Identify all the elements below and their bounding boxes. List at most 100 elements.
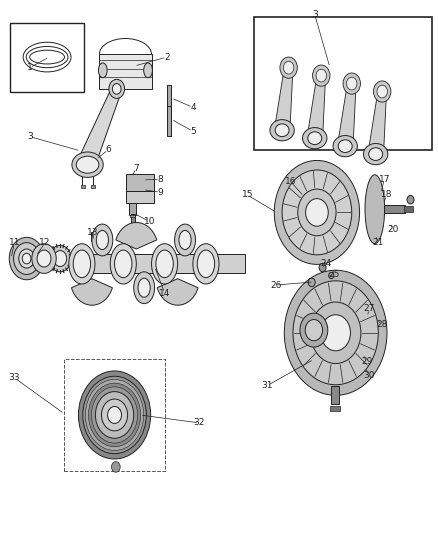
Circle shape	[108, 407, 121, 423]
Circle shape	[49, 245, 71, 272]
Ellipse shape	[99, 63, 107, 78]
Ellipse shape	[369, 148, 383, 160]
Ellipse shape	[365, 175, 385, 244]
Circle shape	[343, 73, 360, 94]
Text: 1: 1	[27, 63, 32, 72]
Circle shape	[283, 61, 294, 74]
Circle shape	[280, 57, 297, 78]
Ellipse shape	[69, 244, 95, 284]
Circle shape	[83, 376, 146, 454]
Wedge shape	[116, 222, 157, 249]
Text: 12: 12	[39, 238, 51, 247]
Text: 3: 3	[312, 10, 318, 19]
Ellipse shape	[270, 119, 294, 141]
Ellipse shape	[92, 224, 113, 256]
Circle shape	[308, 278, 315, 287]
Bar	[81, 185, 85, 188]
Circle shape	[9, 237, 44, 280]
Wedge shape	[71, 279, 113, 305]
Text: 29: 29	[361, 358, 373, 367]
Ellipse shape	[275, 124, 289, 136]
Ellipse shape	[134, 272, 155, 304]
Circle shape	[407, 196, 414, 204]
Circle shape	[300, 313, 328, 347]
Bar	[167, 106, 171, 135]
Bar	[126, 174, 154, 191]
Circle shape	[95, 392, 134, 438]
Bar	[384, 205, 405, 214]
Ellipse shape	[138, 278, 150, 297]
Circle shape	[306, 199, 328, 226]
Circle shape	[321, 315, 350, 351]
Text: 5: 5	[190, 127, 196, 136]
Bar	[10, 22, 84, 92]
Text: 21: 21	[372, 238, 384, 247]
Circle shape	[374, 81, 391, 102]
Ellipse shape	[144, 63, 152, 78]
Text: 20: 20	[387, 225, 399, 234]
Circle shape	[53, 251, 67, 266]
Circle shape	[311, 302, 361, 364]
Circle shape	[298, 189, 336, 236]
Circle shape	[102, 399, 127, 431]
Bar	[70, 256, 80, 261]
Text: 26: 26	[270, 280, 281, 289]
Text: 9: 9	[157, 188, 163, 197]
Ellipse shape	[197, 250, 215, 278]
Circle shape	[14, 243, 40, 274]
Text: 33: 33	[9, 373, 20, 382]
Circle shape	[377, 85, 388, 98]
Circle shape	[305, 319, 322, 341]
Wedge shape	[157, 279, 198, 305]
Text: 15: 15	[241, 190, 253, 199]
Circle shape	[22, 253, 31, 264]
Ellipse shape	[156, 250, 173, 278]
Bar	[91, 185, 95, 188]
Circle shape	[274, 160, 360, 264]
Circle shape	[85, 379, 144, 450]
Ellipse shape	[115, 250, 132, 278]
Circle shape	[313, 65, 330, 86]
Ellipse shape	[193, 244, 219, 284]
Circle shape	[319, 263, 326, 272]
Text: 4: 4	[190, 103, 196, 112]
Bar	[99, 54, 152, 89]
Bar	[329, 406, 340, 411]
Text: 7: 7	[134, 164, 139, 173]
Text: 31: 31	[261, 381, 272, 390]
Bar	[130, 215, 135, 217]
Circle shape	[284, 270, 387, 395]
Ellipse shape	[333, 135, 357, 157]
Text: 25: 25	[328, 270, 340, 279]
Bar	[254, 17, 432, 150]
Text: 6: 6	[105, 146, 111, 155]
Polygon shape	[368, 92, 387, 154]
Text: 16: 16	[285, 177, 297, 186]
Text: 8: 8	[157, 174, 163, 183]
Circle shape	[92, 387, 138, 443]
Circle shape	[328, 272, 334, 279]
Circle shape	[293, 281, 378, 385]
Circle shape	[78, 371, 151, 459]
Text: 28: 28	[377, 320, 388, 329]
Polygon shape	[337, 84, 356, 146]
Ellipse shape	[303, 127, 327, 149]
Bar	[91, 231, 96, 241]
Circle shape	[316, 69, 326, 82]
Ellipse shape	[110, 244, 136, 284]
Ellipse shape	[179, 230, 191, 249]
Polygon shape	[274, 68, 293, 130]
Circle shape	[88, 383, 141, 447]
Ellipse shape	[152, 244, 178, 284]
Polygon shape	[307, 76, 325, 138]
Polygon shape	[79, 89, 122, 158]
Circle shape	[109, 79, 124, 99]
Text: 14: 14	[159, 288, 170, 297]
Text: 18: 18	[381, 190, 392, 199]
Circle shape	[112, 462, 120, 472]
Text: 27: 27	[364, 304, 375, 313]
Bar	[126, 191, 154, 203]
Circle shape	[37, 250, 51, 267]
Bar	[331, 386, 339, 405]
Text: 24: 24	[320, 260, 331, 268]
